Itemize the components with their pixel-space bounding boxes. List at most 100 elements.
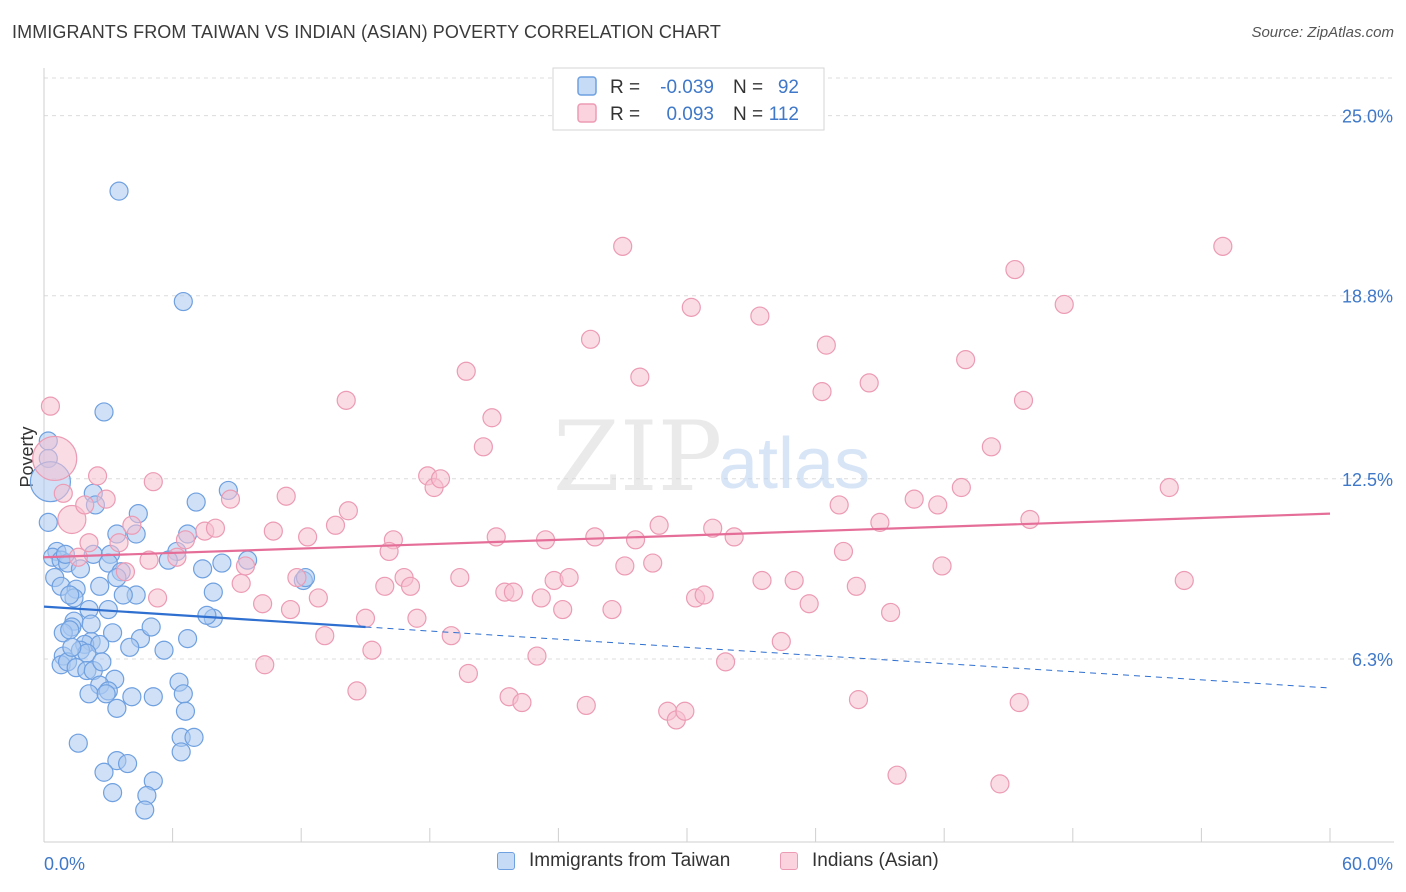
y-tick-label: 12.5% [1342, 470, 1393, 490]
indian-point [338, 501, 358, 521]
indian-point [681, 297, 701, 317]
indian-point [981, 437, 1001, 457]
indian-point [694, 585, 714, 605]
indian-point [1009, 692, 1029, 713]
indian-point [336, 390, 356, 410]
legend-n-label: N = [733, 77, 763, 98]
legend-r-label: R = [610, 77, 640, 98]
indian-point [255, 655, 275, 675]
indian-point [235, 556, 256, 576]
indian-point [347, 681, 367, 701]
indian-point [904, 489, 924, 509]
legend-n-label: N = [733, 104, 763, 125]
watermark-atlas: atlas [718, 424, 870, 504]
legend-r-value: -0.039 [660, 77, 714, 98]
indian-point [143, 472, 163, 492]
indian-point [139, 550, 159, 570]
indian-point [1005, 259, 1025, 280]
indian-point [456, 361, 476, 381]
taiwan-point [92, 652, 112, 672]
taiwan-point [117, 753, 138, 774]
legend-r-value: 0.093 [666, 104, 714, 125]
indian-point [115, 562, 136, 582]
indian-point [53, 483, 73, 503]
indian-point [40, 396, 61, 416]
x-tick-label-right: 60.0% [1342, 854, 1393, 874]
indian-point [1054, 294, 1074, 315]
indian-point [400, 576, 421, 596]
indian-point [220, 489, 241, 509]
indian-point [287, 567, 307, 588]
indian-point [503, 582, 523, 602]
taiwan-point [193, 559, 213, 579]
indian-point [649, 515, 669, 535]
taiwan-point [109, 181, 129, 201]
indian-point [527, 646, 547, 666]
source-label: Source: ZipAtlas.com [1251, 24, 1394, 41]
indian-point [407, 608, 427, 628]
chart-title: IMMIGRANTS FROM TAIWAN VS INDIAN (ASIAN)… [12, 22, 722, 42]
indian-point [1159, 477, 1179, 498]
indian-point [482, 408, 502, 428]
indian-point [175, 530, 196, 550]
indian-point [602, 599, 622, 620]
y-tick-label: 25.0% [1342, 107, 1393, 127]
indian-point [379, 541, 399, 562]
indian-point [122, 515, 142, 535]
indian-point [870, 512, 890, 532]
indian-point [109, 533, 129, 553]
indian-point [553, 599, 573, 620]
indian-point [559, 567, 579, 588]
taiwan-point [81, 614, 101, 634]
indian-point [280, 599, 301, 620]
indian-point [355, 608, 376, 628]
indian-point [441, 626, 461, 646]
taiwan-point [38, 512, 58, 532]
indian-point [932, 556, 952, 576]
legend-item-taiwan[interactable]: Immigrants from Taiwan [497, 850, 730, 872]
indian-point [32, 435, 78, 482]
taiwan-point [173, 684, 193, 704]
taiwan-point [94, 402, 114, 422]
indian-point [625, 530, 646, 550]
indian-point [750, 306, 770, 326]
indian-point [1013, 390, 1034, 410]
taiwan-point [141, 617, 161, 637]
x-tick-label-left: 0.0% [44, 854, 85, 874]
legend-r-label: R = [610, 104, 640, 125]
taiwan-point [94, 762, 114, 782]
indian-point [990, 774, 1010, 794]
legend-n-value: 92 [778, 77, 799, 98]
taiwan-point [60, 620, 80, 640]
indian-point [715, 652, 736, 672]
indian-point [580, 329, 601, 349]
indian-point [887, 765, 907, 785]
taiwan-point [90, 576, 110, 596]
watermark-zip: ZIP [553, 401, 722, 513]
indian-point [473, 437, 493, 457]
taiwan-point [173, 291, 193, 312]
taiwan-point [60, 585, 80, 605]
indian-point [576, 695, 596, 716]
indian-point [147, 588, 168, 608]
indian-point [1020, 509, 1040, 530]
indian-point [375, 576, 395, 596]
taiwan-point [135, 800, 155, 820]
indian-point [615, 556, 635, 576]
taiwan-point [175, 701, 196, 721]
taiwan-point [102, 783, 123, 803]
indian-point [675, 701, 695, 721]
legend-swatch [577, 76, 597, 96]
taiwan-point [171, 742, 191, 762]
indian-point [848, 690, 869, 710]
indian-point [643, 553, 663, 573]
indian-point [752, 570, 772, 591]
taiwan-point [102, 623, 123, 643]
taiwan-point [79, 684, 99, 704]
indian-point [799, 594, 819, 614]
taiwan-point [107, 698, 127, 718]
legend-label-indians: Indians (Asian) [812, 850, 939, 871]
legend-item-indians[interactable]: Indians (Asian) [780, 850, 939, 872]
indian-point [846, 576, 866, 596]
indian-point [613, 236, 633, 256]
